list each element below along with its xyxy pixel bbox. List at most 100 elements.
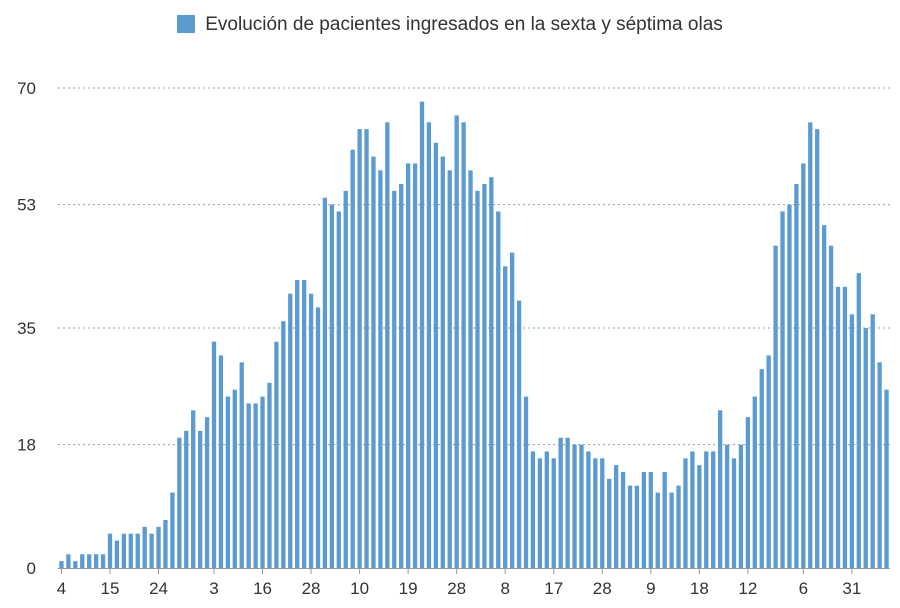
bar-48	[392, 190, 397, 568]
x-tick-label: 18	[690, 579, 709, 598]
bar-104	[780, 211, 785, 568]
bar-35	[301, 280, 307, 568]
bar-5	[93, 554, 99, 568]
bar-62	[489, 177, 494, 568]
legend[interactable]: Evolución de pacientes ingresados en la …	[0, 14, 900, 36]
legend-swatch	[177, 15, 196, 33]
bar-3	[80, 554, 85, 568]
bar-95	[717, 410, 723, 568]
bar-63	[496, 211, 501, 568]
y-tick-label: 35	[17, 319, 36, 338]
legend-label: Evolución de pacientes ingresados en la …	[205, 14, 723, 35]
bar-32	[281, 321, 286, 568]
bar-43	[357, 129, 362, 568]
bar-65	[509, 252, 515, 569]
bar-84	[641, 472, 647, 568]
bar-44	[364, 129, 369, 568]
bar-64	[503, 266, 508, 568]
bar-0	[59, 561, 64, 568]
bar-73	[565, 437, 570, 568]
y-tick-label: 0	[27, 559, 36, 578]
bar-24	[225, 396, 231, 568]
bar-108	[808, 122, 813, 569]
x-tick-label: 8	[500, 579, 509, 598]
bar-33	[288, 293, 293, 568]
bar-57	[454, 115, 459, 568]
bar-15	[163, 520, 168, 568]
bar-29	[260, 396, 265, 568]
bar-59	[468, 170, 473, 569]
x-tick-label: 31	[842, 579, 861, 598]
x-tick-label: 15	[101, 579, 120, 598]
bar-8	[114, 540, 120, 568]
x-tick-label: 17	[544, 579, 563, 598]
bar-77	[593, 458, 598, 568]
bar-94	[711, 451, 716, 568]
bar-115	[856, 273, 861, 568]
bar-14	[156, 526, 161, 568]
bar-53	[426, 122, 432, 569]
x-tick-label: 12	[738, 579, 757, 598]
bar-75	[579, 444, 584, 568]
bar-97	[731, 458, 737, 568]
bar-4	[87, 554, 92, 568]
bar-111	[828, 245, 834, 568]
bar-93	[704, 451, 709, 568]
bar-50	[405, 163, 411, 568]
bar-16	[170, 492, 175, 568]
bar-30	[267, 382, 272, 568]
bar-68	[530, 451, 536, 568]
bar-101	[759, 369, 764, 568]
bar-107	[801, 163, 806, 568]
bar-40	[336, 211, 341, 568]
bar-102	[766, 355, 771, 568]
bar-81	[620, 472, 626, 568]
bar-36	[308, 293, 314, 568]
bar-82	[627, 485, 633, 568]
bar-21	[204, 417, 210, 568]
bar-49	[399, 184, 404, 568]
x-tick-label: 4	[57, 579, 66, 598]
bar-83	[634, 485, 640, 568]
bar-69	[537, 458, 543, 568]
x-tick-label: 28	[447, 579, 466, 598]
bar-114	[849, 314, 855, 568]
bar-9	[121, 533, 127, 568]
bar-42	[350, 149, 355, 568]
bar-85	[648, 472, 653, 568]
bar-37	[315, 307, 321, 568]
bar-79	[607, 478, 612, 568]
bar-45	[371, 156, 376, 569]
bar-46	[378, 170, 383, 569]
bar-118	[877, 362, 882, 568]
bar-66	[516, 300, 522, 568]
bar-11	[135, 533, 140, 568]
bar-13	[149, 533, 154, 568]
bar-28	[253, 403, 258, 568]
x-tick-label: 10	[350, 579, 369, 598]
x-tick-label: 28	[593, 579, 612, 598]
bar-90	[683, 458, 688, 568]
bar-6	[100, 554, 106, 568]
bar-51	[412, 163, 418, 568]
bar-23	[218, 355, 224, 568]
bar-22	[211, 341, 217, 568]
bar-20	[197, 430, 203, 568]
bar-10	[128, 533, 133, 568]
bar-70	[544, 451, 549, 568]
x-tick-label: 3	[209, 579, 218, 598]
bar-19	[191, 410, 196, 568]
bar-17	[177, 437, 182, 568]
bar-92	[697, 465, 702, 568]
bar-38	[322, 197, 328, 568]
bar-2	[73, 561, 78, 568]
bar-88	[669, 492, 674, 568]
bar-105	[787, 204, 792, 569]
y-tick-label: 70	[17, 79, 36, 98]
bar-54	[433, 142, 439, 568]
bar-25	[232, 389, 237, 568]
y-tick-label: 18	[17, 436, 36, 455]
bar-117	[870, 314, 875, 568]
bar-58	[461, 122, 466, 569]
